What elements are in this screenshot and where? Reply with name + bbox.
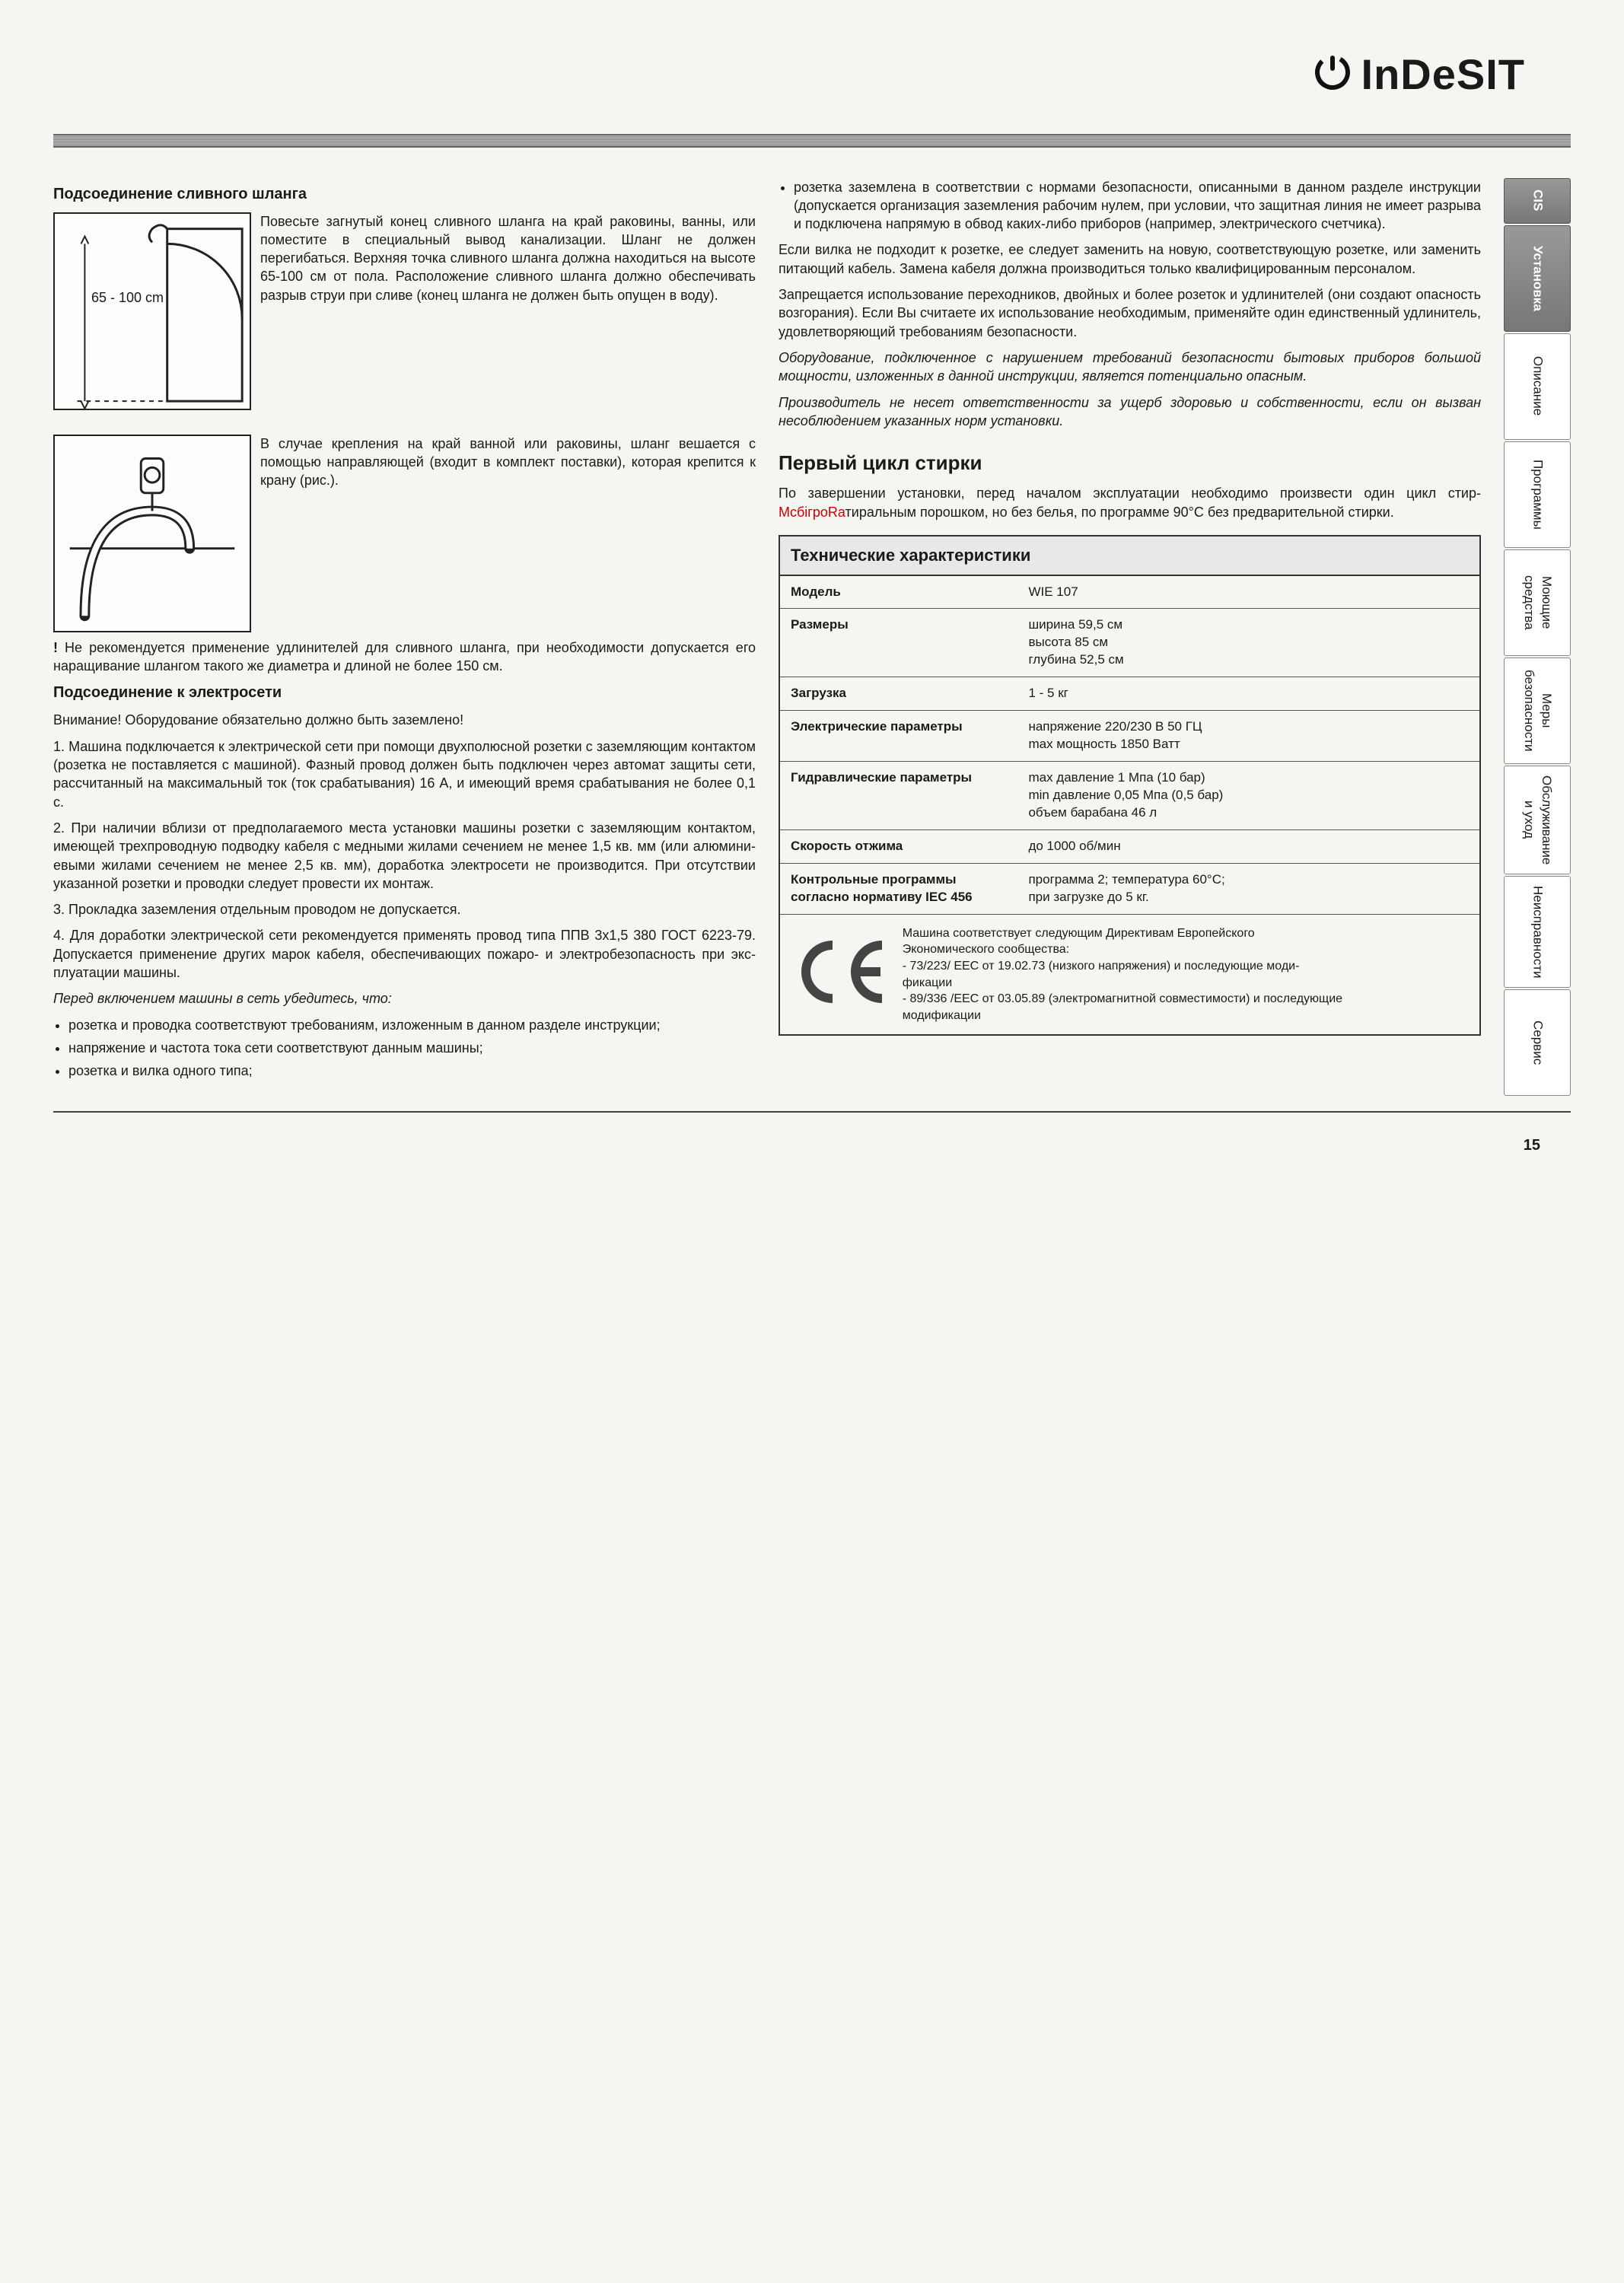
spec-row: Размеры ширина 59,5 см высота 85 см глуб… [780,609,1479,677]
spec-val: max давление 1 Мпа (10 бар) min давление… [1017,762,1479,830]
spec-title: Технические характеристики [780,537,1479,576]
attention-ground: Внимание! Оборудование обязательно должн… [53,711,756,729]
checklist-continued: розетка заземлена в соответствии с норма… [779,178,1481,234]
dimension-label: 65 - 100 cm [91,288,198,307]
tab-troubleshoot[interactable]: Неисправности [1504,876,1571,989]
header: InDeSIT [53,46,1571,103]
side-tabs: CIS Установка Описание Программы Моющие … [1504,178,1571,1097]
spec-row-ce: Машина соответствует следующим Директива… [780,914,1479,1034]
spec-row: Электрические параметры напряжение 220/2… [780,711,1479,762]
tab-cis[interactable]: CIS [1504,178,1571,224]
paragraph: 2. При наличии вблизи от предполагаемого… [53,819,756,893]
tab-safety[interactable]: Меры безопасности [1504,658,1571,764]
tab-installation[interactable]: Установка [1504,225,1571,332]
divider-bar [53,134,1571,148]
paragraph: Запрещается использование переходников, … [779,285,1481,341]
figure-drain-height: 65 - 100 cm [53,212,251,428]
text: тиральным порошком, но без белья, по про… [845,505,1394,520]
spec-val: 1 - 5 кг [1017,677,1479,711]
spec-key: Размеры [780,609,1017,677]
spec-val: программа 2; температура 60°С; при загру… [1017,863,1479,914]
spec-key: Загрузка [780,677,1017,711]
spec-key: Модель [780,576,1017,609]
heading-first-cycle: Первый цикл стирки [779,450,1481,476]
paragraph: Если вилка не подходит к розетке, ее сле… [779,240,1481,278]
brand-logo: InDeSIT [1311,46,1525,103]
list-item: розетка заземлена в соответствии с норма… [794,178,1481,234]
paragraph-first-cycle: По завершении установки, перед началом э… [779,484,1481,521]
heading-drain: Подсоединение сливного шланга [53,184,756,205]
tab-detergents[interactable]: Моющие средства [1504,549,1571,656]
warning-extension: Не рекомендуется применение удлинителей … [53,638,756,676]
paragraph: 1. Машина подключается к электрической с… [53,737,756,811]
footer-line [53,1111,1571,1113]
tab-service[interactable]: Сервис [1504,989,1571,1096]
spec-row: Контрольные программы согласно нормативу… [780,863,1479,914]
text: По завершении установки, перед началом э… [779,486,1481,501]
spec-row: Модель WIE 107 [780,576,1479,609]
tab-maintenance[interactable]: Обслуживание и уход [1504,766,1571,874]
logo-icon [1311,51,1354,98]
left-column: Подсоединение сливного шланга 65 - 100 c… [53,178,756,1097]
right-column: розетка заземлена в соответствии с норма… [779,178,1481,1097]
paragraph: 3. Прокладка заземления отдельным провод… [53,900,756,919]
spec-val: напряжение 220/230 В 50 ГЦ max мощность … [1017,711,1479,762]
paragraph-italic: Оборудование, подключенное с нарушением … [779,349,1481,386]
spec-key: Контрольные программы согласно нормативу… [780,863,1017,914]
checklist: розетка и проводка соответствуют требова… [53,1016,756,1081]
page-number: 15 [53,1135,1571,1156]
tab-programs[interactable]: Программы [1504,441,1571,548]
tab-description[interactable]: Описание [1504,333,1571,440]
spec-key: Электрические параметры [780,711,1017,762]
spec-val: ширина 59,5 см высота 85 см глубина 52,5… [1017,609,1479,677]
ce-mark-icon [791,938,890,1011]
before-plugging: Перед включением машины в сеть убедитесь… [53,989,756,1008]
ce-text: Машина соответствует следующим Директива… [903,925,1343,1024]
spec-row: Гидравлические параметры max давление 1 … [780,762,1479,830]
paragraph-italic: Производитель не несет ответственности з… [779,393,1481,431]
heading-electric: Подсоединение к электросети [53,683,756,703]
spec-table: Технические характеристики Модель WIE 10… [779,535,1481,1036]
list-item: розетка и проводка соответствуют требова… [68,1016,756,1034]
spec-row: Скорость отжима до 1000 об/мин [780,829,1479,863]
paragraph: 4. Для доработки электрической сети реко… [53,926,756,982]
spec-val: до 1000 об/мин [1017,829,1479,863]
spec-key: Скорость отжима [780,829,1017,863]
figure-hose-guide [53,435,251,632]
list-item: розетка и вилка одного типа; [68,1062,756,1080]
spec-row: Загрузка 1 - 5 кг [780,677,1479,711]
spec-val: WIE 107 [1017,576,1479,609]
list-item: напряжение и частота тока сети соответст… [68,1039,756,1057]
watermark-overlay: MсбігроRа [779,505,845,520]
brand-name: InDeSIT [1361,46,1525,103]
spec-key: Гидравлические параметры [780,762,1017,830]
